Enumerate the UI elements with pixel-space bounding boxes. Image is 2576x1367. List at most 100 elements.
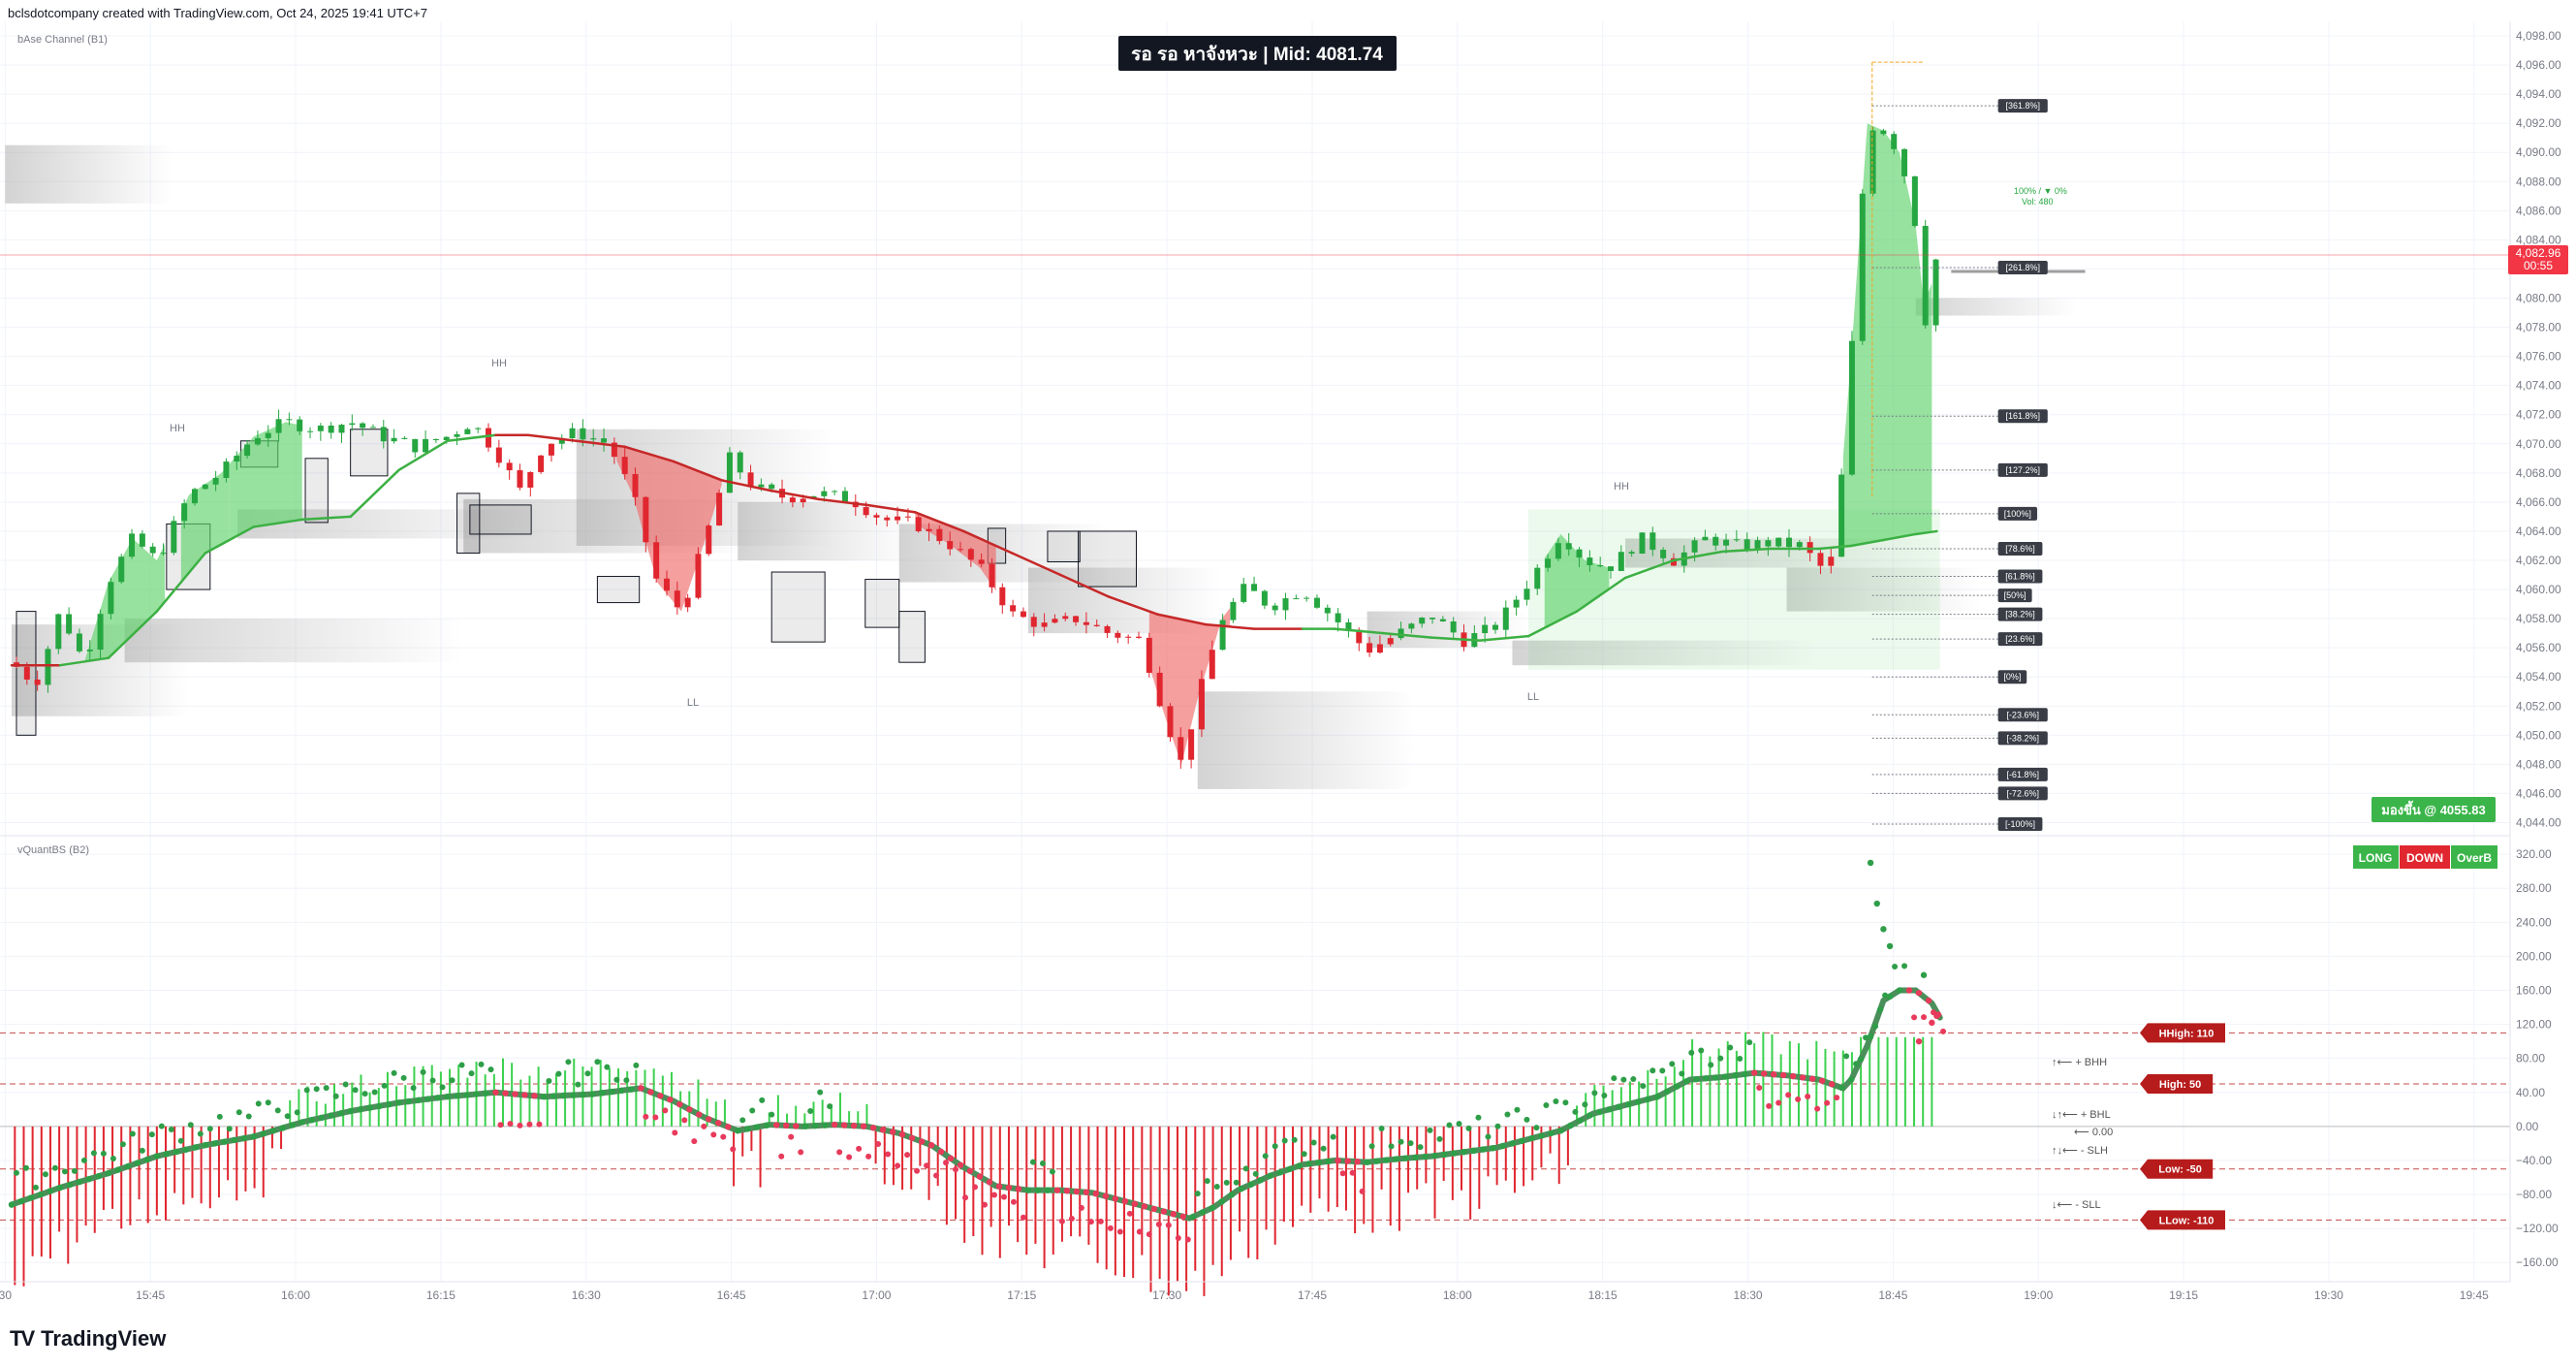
osc-scatter-dot	[885, 1151, 892, 1158]
moving-average-segment	[300, 515, 352, 522]
osc-scatter-dot	[1915, 1037, 1923, 1045]
y-tick-label: 4,076.00	[2516, 350, 2561, 364]
osc-scatter-dot	[1223, 1179, 1230, 1186]
moving-average-segment	[1526, 610, 1579, 638]
moving-average-segment	[1155, 613, 1208, 626]
osc-scatter-dot	[1126, 1210, 1133, 1217]
osc-level-label: Low: -50	[2158, 1164, 2202, 1176]
fib-level-tag	[1997, 506, 2038, 521]
osc-line-dot	[1896, 987, 1903, 994]
osc-line-dot	[143, 1156, 151, 1163]
fib-level-label: [-61.8%]	[2006, 770, 2039, 779]
candle-body	[1304, 597, 1310, 599]
moving-average-segment	[204, 525, 255, 555]
osc-scatter-dot	[584, 1070, 591, 1077]
osc-scatter-dot	[846, 1154, 853, 1160]
osc-line-dot	[1422, 1153, 1429, 1160]
osc-line-dot	[840, 1122, 848, 1129]
range-box	[304, 458, 329, 524]
x-tick-label: 16:00	[281, 1288, 310, 1302]
candle-body	[1723, 539, 1730, 546]
bear-fill	[915, 512, 996, 591]
candle-body	[621, 457, 628, 474]
pane1-indicator-label[interactable]: bAse Channel (B1)	[17, 34, 108, 46]
candle-body	[1848, 340, 1855, 475]
osc-line-dot	[231, 1136, 237, 1144]
candle-body	[1156, 672, 1163, 707]
y-tick-label: 4,088.00	[2516, 175, 2561, 188]
candle-body	[55, 614, 62, 650]
osc-scatter-dot	[158, 1123, 165, 1129]
y-tick-label: 4,056.00	[2516, 641, 2561, 654]
candle-body	[1030, 617, 1037, 627]
osc-line-dot	[1228, 1192, 1235, 1198]
y-tick-label: 4,090.00	[2516, 145, 2561, 159]
osc-scatter-dot	[497, 1122, 504, 1129]
osc-scatter-dot	[1940, 1028, 1947, 1034]
moving-average-segment	[526, 433, 578, 443]
osc-scatter-dot	[1698, 1047, 1705, 1054]
osc-line-dot	[1296, 1162, 1303, 1169]
price-zone	[1786, 567, 1981, 612]
candle-body	[611, 442, 617, 458]
candle-body	[412, 438, 419, 453]
moving-average-segment	[446, 433, 497, 443]
osc-scatter-dot	[1155, 1221, 1162, 1227]
osc-line-dot	[1654, 1093, 1661, 1100]
candle-body	[1115, 632, 1121, 638]
y-tick-label: 4,066.00	[2516, 495, 2561, 509]
osc-scatter-dot	[42, 1171, 48, 1178]
osc-line-dot	[1828, 1081, 1836, 1088]
x-tick-label: 16:45	[717, 1288, 746, 1302]
osc-line-dot	[192, 1144, 200, 1151]
osc-scatter-dot	[332, 1093, 339, 1099]
osc-scatter-dot	[1485, 1133, 1492, 1140]
osc-line-dot	[676, 1100, 683, 1108]
osc-level-tag	[2140, 1023, 2225, 1043]
osc-scatter-dot	[216, 1113, 223, 1120]
osc-scatter-dot	[1301, 1151, 1307, 1158]
osc-scatter-dot	[1737, 1056, 1744, 1063]
y-tick-label: −120.00	[2516, 1222, 2559, 1235]
osc-scatter-dot	[265, 1099, 271, 1106]
y-tick-label: 200.00	[2516, 949, 2552, 963]
moving-average-segment	[1107, 595, 1159, 616]
fib-level-tag	[1997, 816, 2043, 831]
y-tick-label: −40.00	[2516, 1154, 2552, 1167]
candle-body	[360, 423, 366, 429]
candle-body	[86, 649, 93, 652]
candle-body	[978, 559, 985, 564]
osc-line-dot	[405, 1097, 412, 1105]
candle-body	[1545, 558, 1552, 568]
osc-line-dot	[250, 1133, 257, 1140]
osc-line-dot	[1732, 1072, 1739, 1079]
osc-line-dot	[221, 1138, 228, 1145]
y-tick-label: 4,058.00	[2516, 612, 2561, 625]
osc-scatter-dot	[1553, 1098, 1559, 1105]
y-tick-label: 4,062.00	[2516, 554, 2561, 567]
candle-body	[338, 425, 345, 433]
osc-line-dot	[657, 1093, 664, 1099]
oscillator-level-tags: HHigh: 110 High: 50 Low: -50 LLow: -110	[2140, 1023, 2225, 1230]
candle-body	[1513, 599, 1520, 608]
pane2-indicator-label[interactable]: vQuantBS (B2)	[17, 844, 89, 856]
tradingview-brand[interactable]: TV TradingView	[10, 1326, 166, 1351]
osc-line-dot	[1335, 1157, 1341, 1164]
y-tick-label: 4,044.00	[2516, 815, 2561, 829]
candle-body	[181, 503, 188, 522]
y-tick-label: −80.00	[2516, 1188, 2552, 1201]
fib-level-label: [50%]	[2004, 590, 2026, 600]
osc-line-dot	[927, 1141, 935, 1149]
osc-line-dot	[1141, 1203, 1148, 1210]
osc-line-dot	[56, 1184, 64, 1192]
osc-line-dot	[357, 1106, 363, 1113]
osc-line-dot	[1519, 1137, 1525, 1144]
osc-scatter-dot	[371, 1089, 378, 1096]
osc-scatter-dot	[129, 1130, 136, 1137]
osc-scatter-dot	[1843, 1053, 1850, 1060]
x-tick-label: 17:00	[862, 1288, 891, 1302]
x-tick-label: 17:15	[1007, 1288, 1036, 1302]
osc-line-dot	[560, 1092, 567, 1099]
brand-name: TradingView	[41, 1326, 167, 1351]
